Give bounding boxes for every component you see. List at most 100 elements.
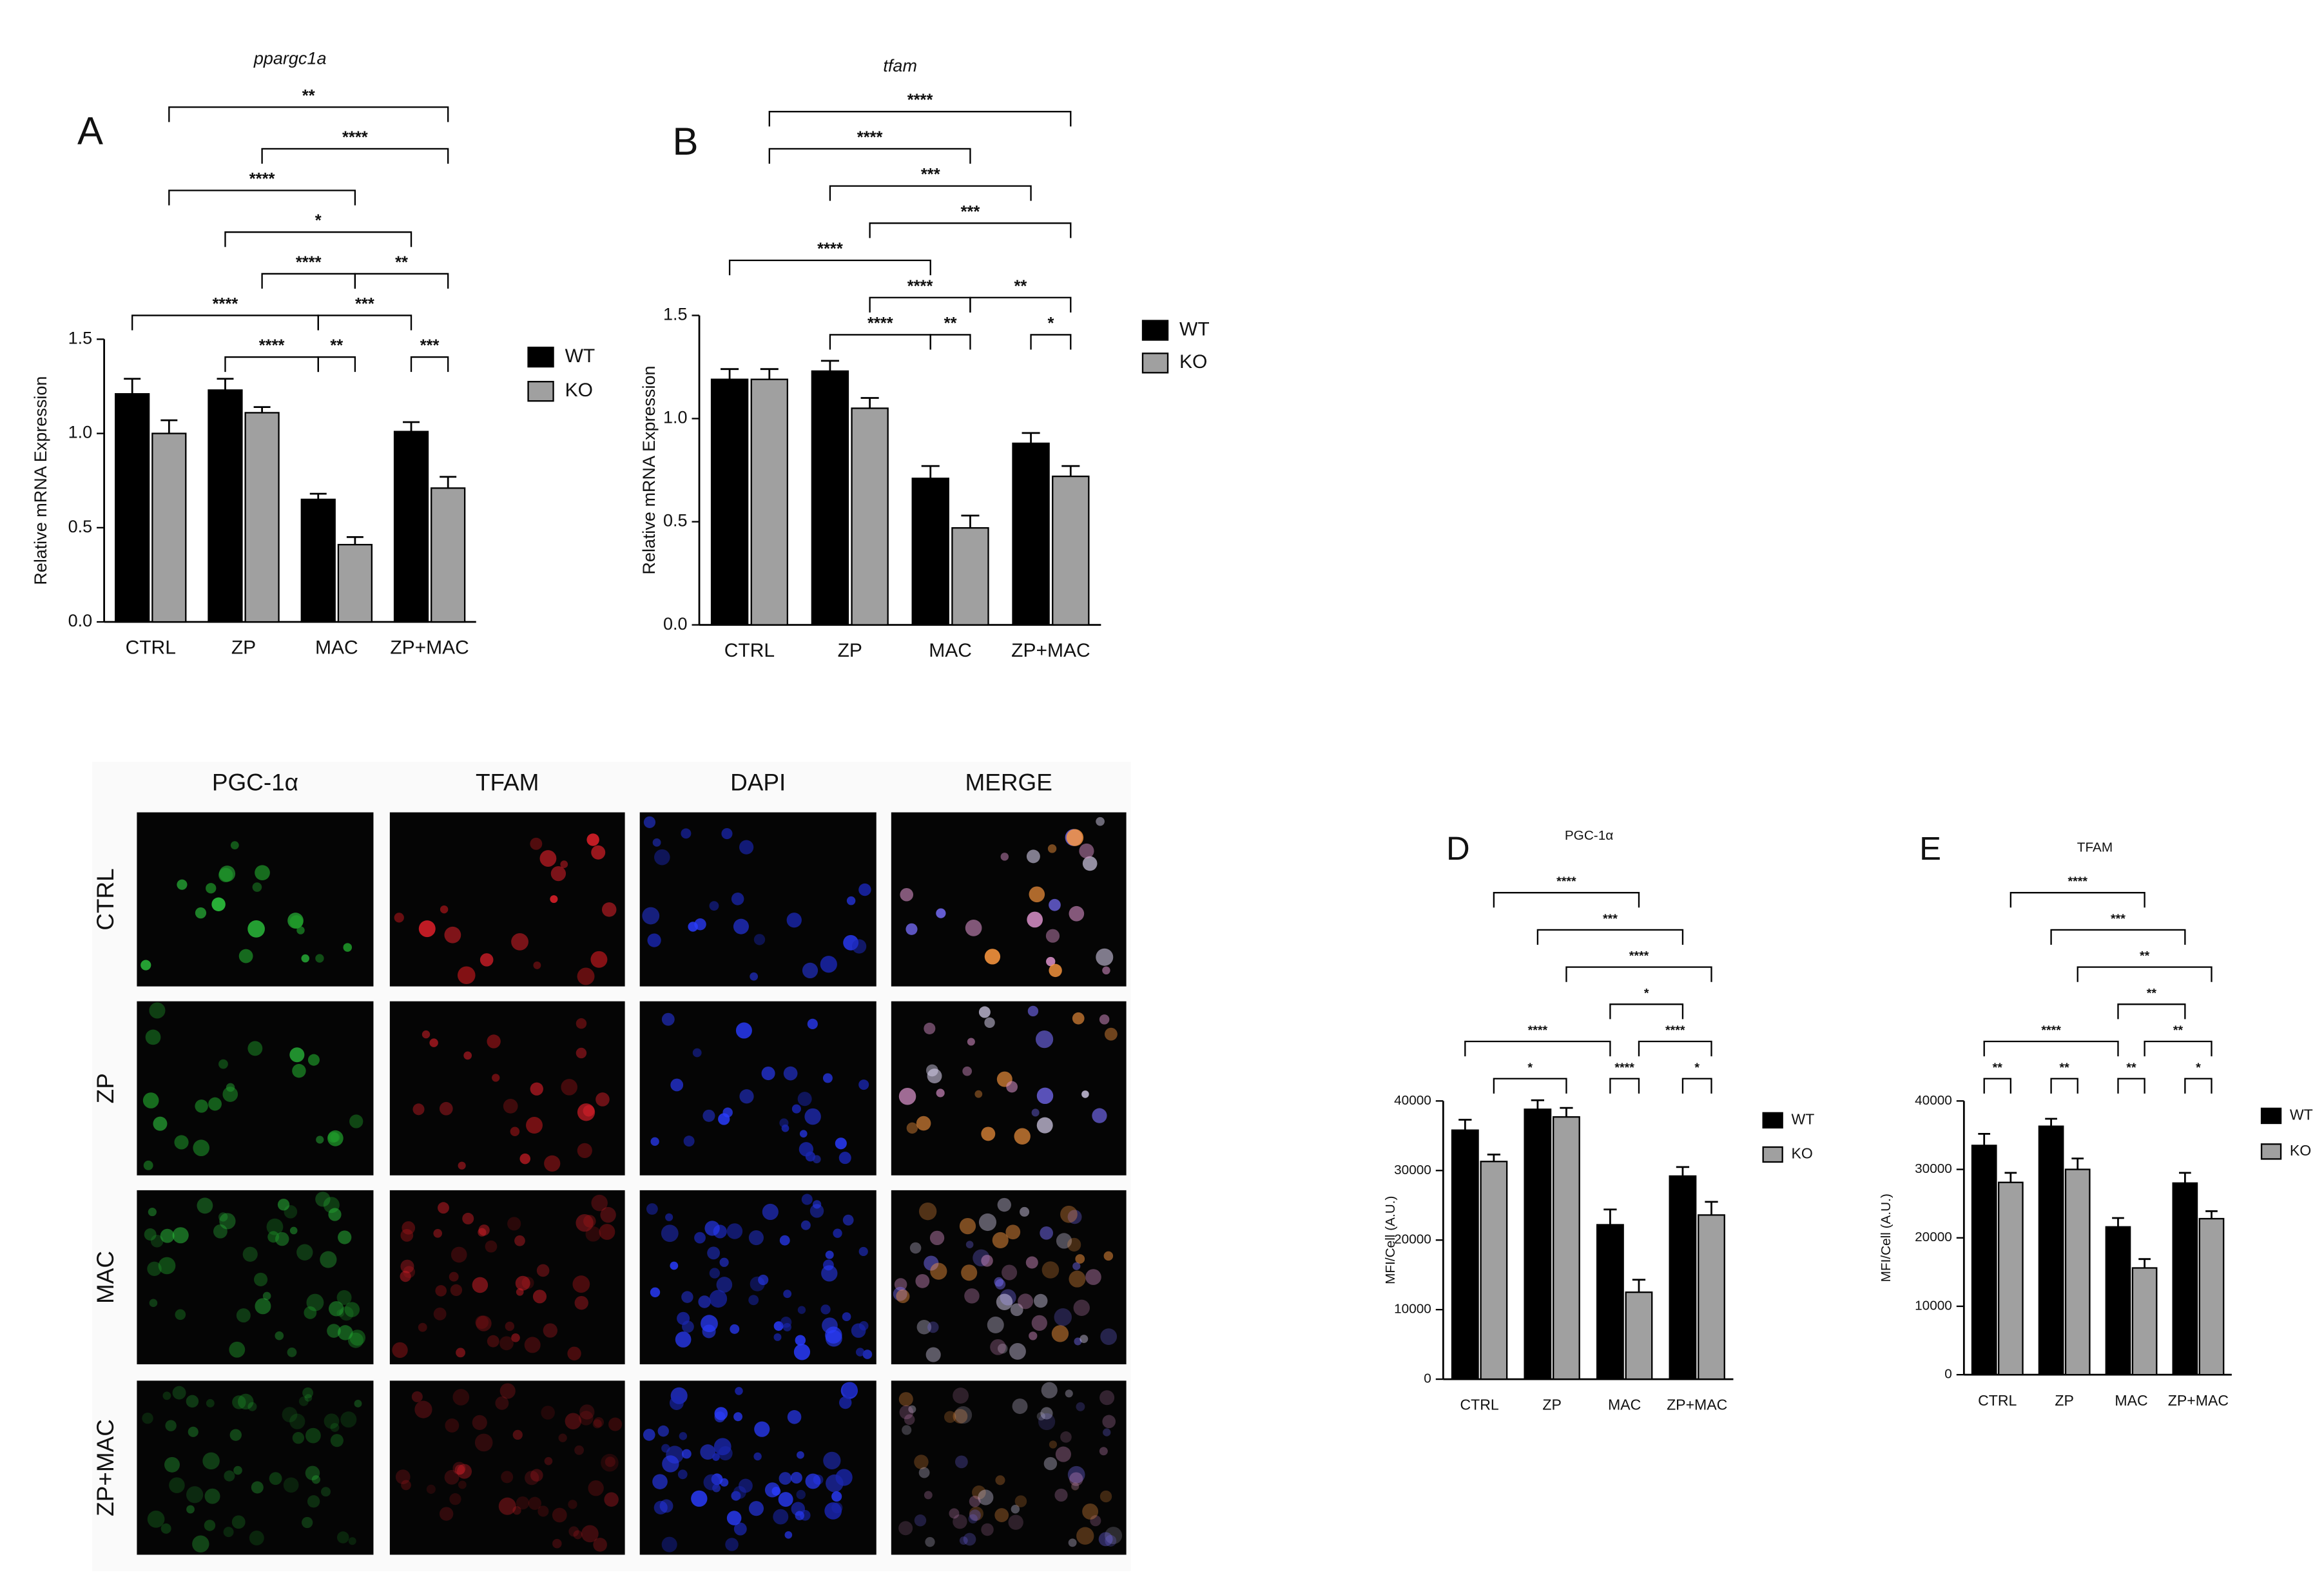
cell-spot	[1069, 1472, 1083, 1486]
cell-spot	[780, 1317, 792, 1328]
bar	[431, 487, 466, 623]
error-bar	[440, 476, 457, 488]
panel-label: B	[672, 120, 698, 163]
bar	[1524, 1108, 1552, 1380]
cell-spot	[186, 1486, 204, 1504]
chart-title: PGC-1α	[1565, 828, 1613, 843]
cell-spot	[445, 1418, 460, 1433]
y-tick-label: 1.5	[68, 329, 93, 348]
cell-spot	[1079, 843, 1094, 859]
cell-spot	[403, 1266, 416, 1279]
significance-bracket	[2050, 1078, 2078, 1094]
cell-spot	[972, 1485, 986, 1500]
cell-spot	[825, 1250, 834, 1259]
cell-spot	[666, 1446, 684, 1464]
cell-spot	[315, 1192, 331, 1207]
significance-label: **	[2060, 1061, 2070, 1075]
cell-spot	[1031, 1108, 1040, 1117]
cell-spot	[292, 1063, 306, 1078]
cell-spot	[275, 1232, 289, 1246]
cell-spot	[302, 1516, 313, 1529]
column-label: TFAM	[476, 769, 539, 795]
bar	[393, 430, 429, 623]
x-tick-label: MAC	[929, 640, 972, 661]
cell-spot	[400, 1270, 411, 1282]
significance-label: ****	[2067, 875, 2087, 889]
cell-spot	[896, 1289, 910, 1303]
cell-spot	[186, 1395, 199, 1408]
cell-spot	[965, 1241, 974, 1248]
cell-spot	[722, 1107, 733, 1117]
cell-spot	[336, 1290, 352, 1305]
cell-spot	[762, 1203, 779, 1221]
cell-spot	[552, 1507, 567, 1523]
error-bar	[1022, 432, 1040, 443]
cell-spot	[659, 1499, 673, 1513]
cell-spot	[1070, 1482, 1080, 1491]
error-bar	[2071, 1157, 2084, 1170]
cell-spot	[1010, 1303, 1023, 1317]
cell-spot	[731, 1491, 741, 1501]
significance-bracket	[869, 296, 971, 313]
cell-spot	[758, 1274, 769, 1286]
cell-spot	[324, 1413, 340, 1429]
cell-spot	[924, 1491, 933, 1500]
error-bar	[124, 378, 141, 394]
cell-spot	[731, 893, 744, 905]
legend-label: KO	[2290, 1142, 2311, 1159]
significance-label: *	[1644, 986, 1649, 1000]
cell-spot	[996, 1293, 1013, 1311]
panel-label: E	[1919, 830, 1941, 867]
cell-spot	[652, 1474, 668, 1489]
cell-spot	[577, 1143, 592, 1158]
cell-spot	[992, 1232, 1009, 1249]
cell-spot	[289, 1047, 305, 1063]
cell-spot	[596, 1092, 610, 1107]
row-label: ZP+MAC	[92, 1419, 119, 1516]
significance-bracket	[1464, 1040, 1611, 1057]
bar	[337, 543, 373, 623]
cell-spot	[543, 1323, 557, 1338]
bar	[2038, 1125, 2064, 1376]
cell-spot	[501, 1471, 514, 1484]
bar	[1997, 1181, 2024, 1376]
cell-spot	[588, 1480, 604, 1496]
cell-spot	[174, 1135, 189, 1150]
cell-spot	[550, 895, 558, 904]
chart-title: tfam	[883, 56, 917, 75]
cell-spot	[552, 1538, 562, 1549]
cell-spot	[568, 1500, 577, 1509]
x-tick-label: CTRL	[1460, 1397, 1498, 1413]
legend-swatch	[1762, 1146, 1783, 1163]
cell-spot	[904, 1414, 915, 1426]
cell-spot	[650, 1287, 661, 1297]
cell-spot	[458, 1161, 466, 1170]
cell-spot	[1096, 948, 1114, 966]
cell-spot	[1105, 1527, 1123, 1545]
cell-spot	[512, 1506, 521, 1515]
cell-spot	[1036, 1087, 1054, 1105]
cell-spot	[858, 1246, 868, 1257]
cell-spot	[753, 1452, 762, 1461]
cell-spot	[1069, 905, 1085, 922]
significance-label: ***	[355, 295, 374, 313]
error-bar	[1531, 1099, 1544, 1110]
cell-spot	[984, 1017, 995, 1029]
cell-spot	[463, 1051, 472, 1060]
cell-spot	[289, 1226, 298, 1235]
cell-spot	[354, 1400, 362, 1407]
cell-spot	[851, 1323, 866, 1338]
bar	[2105, 1226, 2131, 1376]
cell-spot	[579, 1411, 594, 1426]
x-tick-label: MAC	[315, 637, 358, 658]
cell-spot	[725, 1538, 739, 1551]
cell-spot	[1067, 1210, 1082, 1224]
cell-spot	[395, 1469, 411, 1485]
cell-spot	[779, 1472, 792, 1485]
significance-bracket	[1983, 1040, 2119, 1057]
cell-spot	[202, 1452, 220, 1470]
cell-spot	[908, 1405, 916, 1413]
cell-spot	[604, 1492, 619, 1507]
cell-spot	[995, 1279, 1006, 1290]
legend-label: KO	[565, 380, 593, 401]
